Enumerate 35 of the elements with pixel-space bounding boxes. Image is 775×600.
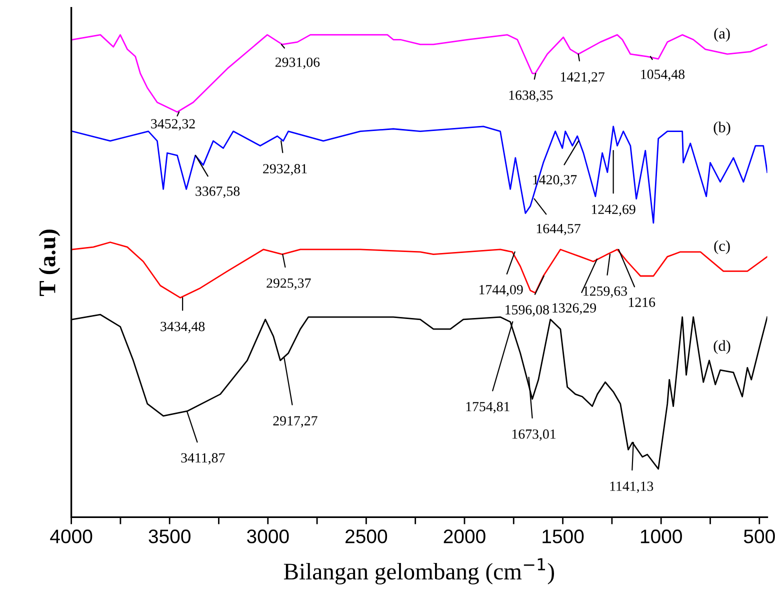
- annotation: 1216: [628, 298, 656, 307]
- series-label: (a): [714, 28, 730, 42]
- y-axis-title: T (a.u): [38, 230, 60, 296]
- annotation: 1259,63: [584, 286, 627, 298]
- annotation: 2932,81: [263, 164, 307, 176]
- annotation: 1744,09: [479, 284, 523, 296]
- x-tick-label: 1000: [640, 530, 682, 544]
- annotation: 3367,58: [196, 186, 240, 198]
- annotation: 1638,35: [509, 90, 553, 102]
- x-tick-label: 2000: [444, 530, 486, 544]
- annotation: 1054,48: [641, 70, 685, 81]
- x-tick-label: 2500: [346, 530, 388, 544]
- annotation: 2925,37: [266, 278, 311, 290]
- annotation: 1242,69: [592, 204, 636, 216]
- annotation: 1673,01: [512, 429, 556, 441]
- annotation: 1141,13: [610, 482, 654, 493]
- annotation: 1326,29: [552, 303, 596, 315]
- x-tick-label: 4000: [50, 530, 92, 544]
- x-tick-label: 500: [744, 530, 775, 544]
- x-tick-label: 1500: [542, 530, 584, 544]
- annotation: 2917,27: [273, 416, 318, 428]
- annotation: 1754,81: [466, 402, 510, 414]
- annotation: 3434,48: [160, 322, 205, 334]
- x-axis-title: Bilangan gelombang (cm$^{−1}$): [284, 558, 554, 584]
- annotation: 1596,08: [506, 305, 549, 316]
- series-label: (c): [714, 240, 730, 254]
- annotation: 3411,87: [181, 453, 225, 465]
- x-tick-label: 3500: [148, 530, 190, 544]
- series-label: (d): [714, 340, 730, 354]
- annotation: 1421,27: [560, 72, 604, 84]
- annotation: 1644,57: [536, 224, 580, 236]
- series-label: (b): [714, 122, 730, 136]
- x-tick-label: 3000: [247, 530, 289, 544]
- annotation: 2931,06: [276, 58, 320, 69]
- annotation: 3452,32: [151, 119, 195, 130]
